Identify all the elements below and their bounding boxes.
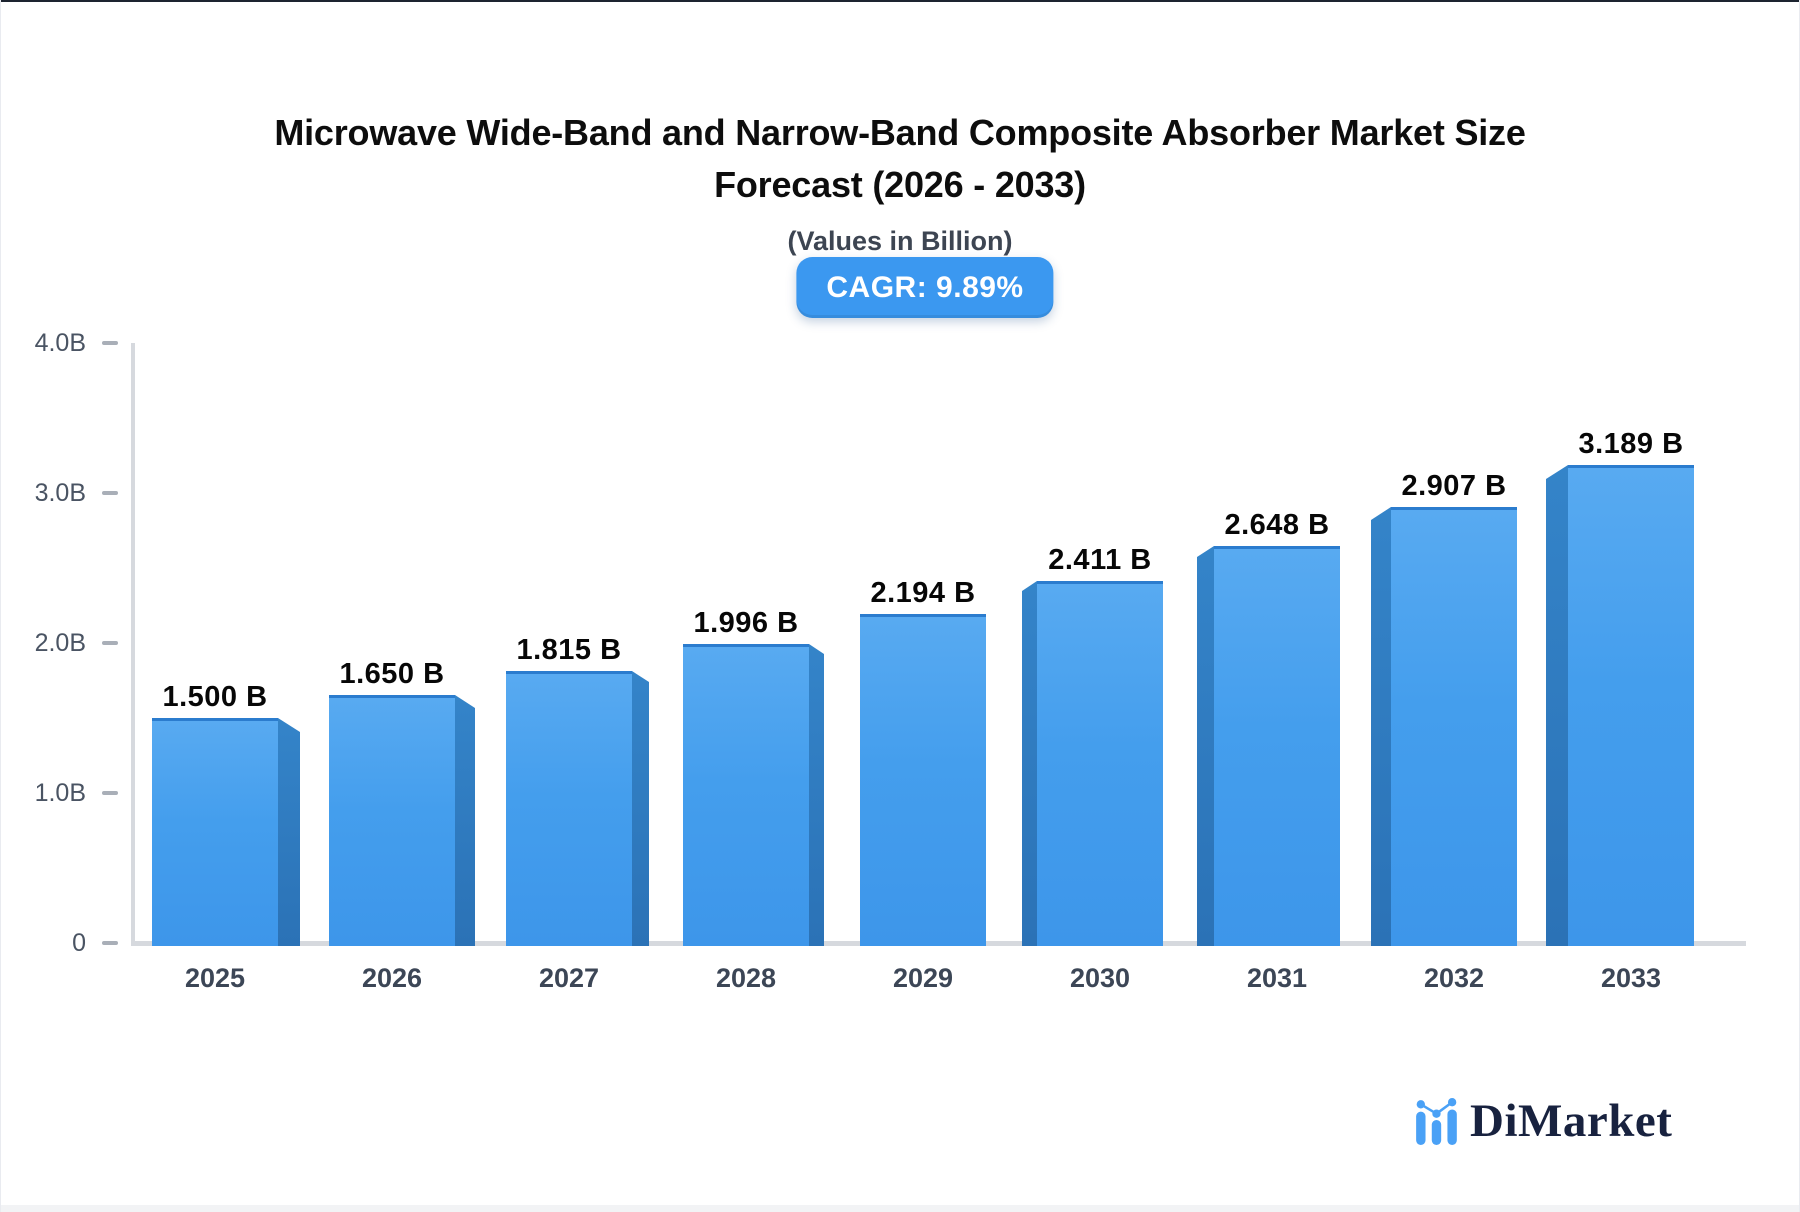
y-axis-tick	[102, 791, 118, 795]
x-axis-label: 2027	[538, 963, 600, 993]
bar-2032	[1391, 507, 1517, 946]
bar-side-2026	[455, 695, 475, 946]
bar-side-2030	[1022, 581, 1037, 946]
brand-logo: DiMarket	[1414, 1096, 1672, 1146]
y-axis-label: 1.0B	[34, 779, 86, 807]
bar-2031	[1214, 546, 1340, 946]
y-axis-label: 2.0B	[34, 629, 86, 657]
bar-2026	[329, 695, 455, 946]
y-axis-tick	[102, 641, 118, 645]
chart-title-line1: Microwave Wide-Band and Narrow-Band Comp…	[274, 112, 1526, 153]
bar-2030	[1037, 581, 1163, 946]
y-axis-label: 4.0B	[34, 329, 86, 357]
x-axis-label: 2025	[184, 963, 246, 993]
bar-value-label: 2.411 B	[1048, 544, 1152, 576]
window-top-edge	[1, 0, 1799, 2]
x-axis-label: 2031	[1246, 963, 1308, 993]
bar-value-label: 2.907 B	[1401, 470, 1507, 502]
bar-side-2028	[809, 644, 824, 946]
x-axis-label: 2033	[1600, 963, 1662, 993]
bar-value-label: 1.815 B	[516, 634, 622, 666]
x-axis-label: 2029	[892, 963, 954, 993]
x-axis-label: 2030	[1069, 963, 1131, 993]
bar-value-label: 2.194 B	[870, 577, 976, 609]
bar-value-label: 1.500 B	[162, 681, 268, 713]
y-axis-line	[131, 343, 135, 946]
x-axis-label: 2028	[715, 963, 777, 993]
bar-side-2032	[1371, 507, 1391, 946]
x-axis-label: 2032	[1423, 963, 1485, 993]
chart-subtitle: (Values in Billion)	[787, 226, 1013, 256]
bar-side-2027	[632, 671, 649, 946]
bar-side-2031	[1197, 546, 1214, 946]
y-axis-label: 0	[72, 929, 86, 957]
bar-value-label: 1.996 B	[693, 607, 799, 639]
chart-title: Microwave Wide-Band and Narrow-Band Comp…	[1, 107, 1799, 211]
bar-value-label: 2.648 B	[1224, 509, 1330, 541]
x-axis-label: 2026	[361, 963, 423, 993]
bar-2033	[1568, 465, 1694, 946]
bar-2027	[506, 671, 632, 946]
bar-2025	[152, 718, 278, 946]
bar-2028	[683, 644, 809, 946]
dimarket-logo-icon	[1416, 1098, 1457, 1145]
bar-2029	[860, 614, 986, 946]
brand-name: DiMarket	[1470, 1095, 1673, 1147]
y-axis-tick	[102, 341, 118, 345]
y-axis-label: 3.0B	[34, 479, 86, 507]
cagr-badge: CAGR: 9.89%	[796, 257, 1054, 318]
y-axis-tick	[102, 941, 118, 945]
y-axis-tick	[102, 491, 118, 495]
chart-title-line2: Forecast (2026 - 2033)	[714, 164, 1086, 205]
bar-value-label: 3.189 B	[1578, 428, 1684, 460]
bar-value-label: 1.650 B	[339, 658, 445, 690]
bottom-strip	[1, 1205, 1799, 1212]
bar-side-2025	[278, 718, 300, 946]
bar-side-2033	[1546, 465, 1568, 946]
